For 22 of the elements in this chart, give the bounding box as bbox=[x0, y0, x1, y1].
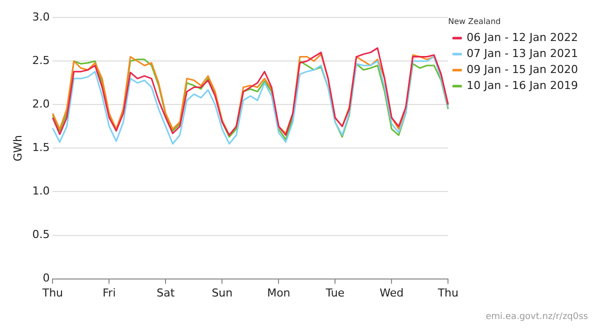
x-tick-label: Sun bbox=[212, 286, 233, 300]
legend-label: 07 Jan - 13 Jan 2021 bbox=[466, 46, 578, 60]
x-tick-label: Thu bbox=[436, 286, 458, 300]
legend-label: 10 Jan - 16 Jan 2019 bbox=[466, 78, 578, 92]
legend-label: 09 Jan - 15 Jan 2020 bbox=[466, 62, 578, 76]
x-tick-label: Sat bbox=[156, 286, 176, 300]
y-axis-title: GWh bbox=[11, 134, 24, 162]
x-tick-label: Tue bbox=[324, 286, 345, 300]
y-tick-label: 2.0 bbox=[32, 98, 50, 111]
legend-label: 06 Jan - 12 Jan 2022 bbox=[466, 30, 578, 44]
y-tick-label: 0 bbox=[42, 272, 50, 285]
x-tick-label: Thu bbox=[41, 286, 64, 300]
y-tick-label: 1.0 bbox=[32, 184, 50, 198]
y-tick-label: 0.5 bbox=[32, 228, 50, 242]
x-tick-label: Wed bbox=[380, 286, 404, 300]
y-tick-label: 1.5 bbox=[32, 141, 50, 154]
y-tick-label: 3.0 bbox=[32, 10, 50, 24]
x-tick-label: Mon bbox=[267, 286, 290, 300]
legend-title: New Zealand bbox=[448, 17, 501, 26]
text: emi.ea.govt.nz/r/zq0ss bbox=[486, 312, 588, 322]
y-tick-label: 2.5 bbox=[32, 54, 50, 67]
x-tick-label: Fri bbox=[102, 286, 116, 300]
